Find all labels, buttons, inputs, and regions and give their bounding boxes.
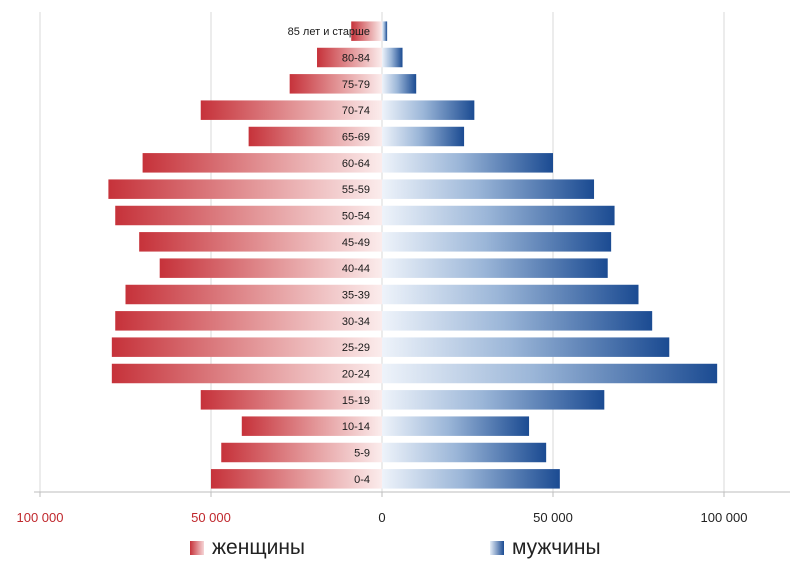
bar-female xyxy=(111,337,382,357)
bar-female xyxy=(241,416,382,436)
category-label: 75-79 xyxy=(342,79,370,91)
bar-male xyxy=(382,21,388,41)
category-label: 20-24 xyxy=(342,369,370,381)
legend-swatch-female xyxy=(190,541,204,555)
bar-female xyxy=(115,311,383,331)
bar-male xyxy=(382,390,605,410)
legend-swatch-male xyxy=(490,541,504,555)
category-label: 15-19 xyxy=(342,395,370,407)
category-label: 65-69 xyxy=(342,132,370,144)
bar-female xyxy=(211,469,382,489)
bar-female xyxy=(317,47,382,68)
category-label: 10-14 xyxy=(342,421,370,433)
bar-male xyxy=(382,416,530,436)
bar-male xyxy=(382,47,403,68)
bar-male xyxy=(382,126,465,147)
bar-male xyxy=(382,74,417,94)
bar-female xyxy=(159,258,382,278)
bar-female xyxy=(200,100,382,120)
category-label: 80-84 xyxy=(342,53,370,65)
category-label: 35-39 xyxy=(342,290,370,302)
bar-female xyxy=(248,126,382,147)
bar-female xyxy=(108,179,383,199)
category-label: 0-4 xyxy=(354,474,370,486)
legend-item-male: мужчины xyxy=(490,536,601,560)
category-label: 70-74 xyxy=(342,105,370,117)
x-tick-label: 100 000 xyxy=(17,510,64,525)
bars xyxy=(108,21,718,489)
bar-male xyxy=(382,153,553,173)
bar-male xyxy=(382,442,547,463)
bar-female xyxy=(142,153,382,173)
category-label: 55-59 xyxy=(342,184,370,196)
category-label: 25-29 xyxy=(342,342,370,354)
bar-female xyxy=(200,390,382,410)
bar-male xyxy=(382,363,718,384)
bar-male xyxy=(382,469,560,489)
x-tick-label: 100 000 xyxy=(701,510,748,525)
bar-female xyxy=(111,363,382,384)
bar-male xyxy=(382,100,475,120)
x-axis: 100 000 50 000 0 50 000 100 000 xyxy=(17,491,790,525)
category-label: 85 лет и старше xyxy=(288,26,370,38)
legend-item-female: женщины xyxy=(190,536,305,560)
x-tick-label: 50 000 xyxy=(533,510,573,525)
category-label: 45-49 xyxy=(342,237,370,249)
bar-male xyxy=(382,258,608,278)
legend: женщины мужчины xyxy=(0,536,800,566)
bar-male xyxy=(382,337,670,357)
bar-female xyxy=(221,442,382,463)
bar-male xyxy=(382,284,639,305)
category-label: 40-44 xyxy=(342,263,370,275)
bar-female xyxy=(139,232,382,252)
category-label: 50-54 xyxy=(342,211,370,223)
x-tick-label: 0 xyxy=(378,510,385,525)
legend-label-male: мужчины xyxy=(512,536,601,559)
bar-male xyxy=(382,205,615,226)
bar-female xyxy=(351,21,382,41)
bar-female xyxy=(289,74,382,94)
bar-female xyxy=(125,284,382,305)
category-label: 60-64 xyxy=(342,158,370,170)
bar-female xyxy=(115,205,383,226)
bar-male xyxy=(382,232,612,252)
legend-label-female: женщины xyxy=(212,536,306,559)
category-label: 30-34 xyxy=(342,316,370,328)
category-label: 5-9 xyxy=(354,448,370,460)
bar-male xyxy=(382,311,653,331)
bar-male xyxy=(382,179,595,199)
category-labels: 0-4 5-9 10-14 15-19 20-24 25-29 30-34 35-39 40-4… xyxy=(288,26,370,486)
x-tick-label: 50 000 xyxy=(191,510,231,525)
